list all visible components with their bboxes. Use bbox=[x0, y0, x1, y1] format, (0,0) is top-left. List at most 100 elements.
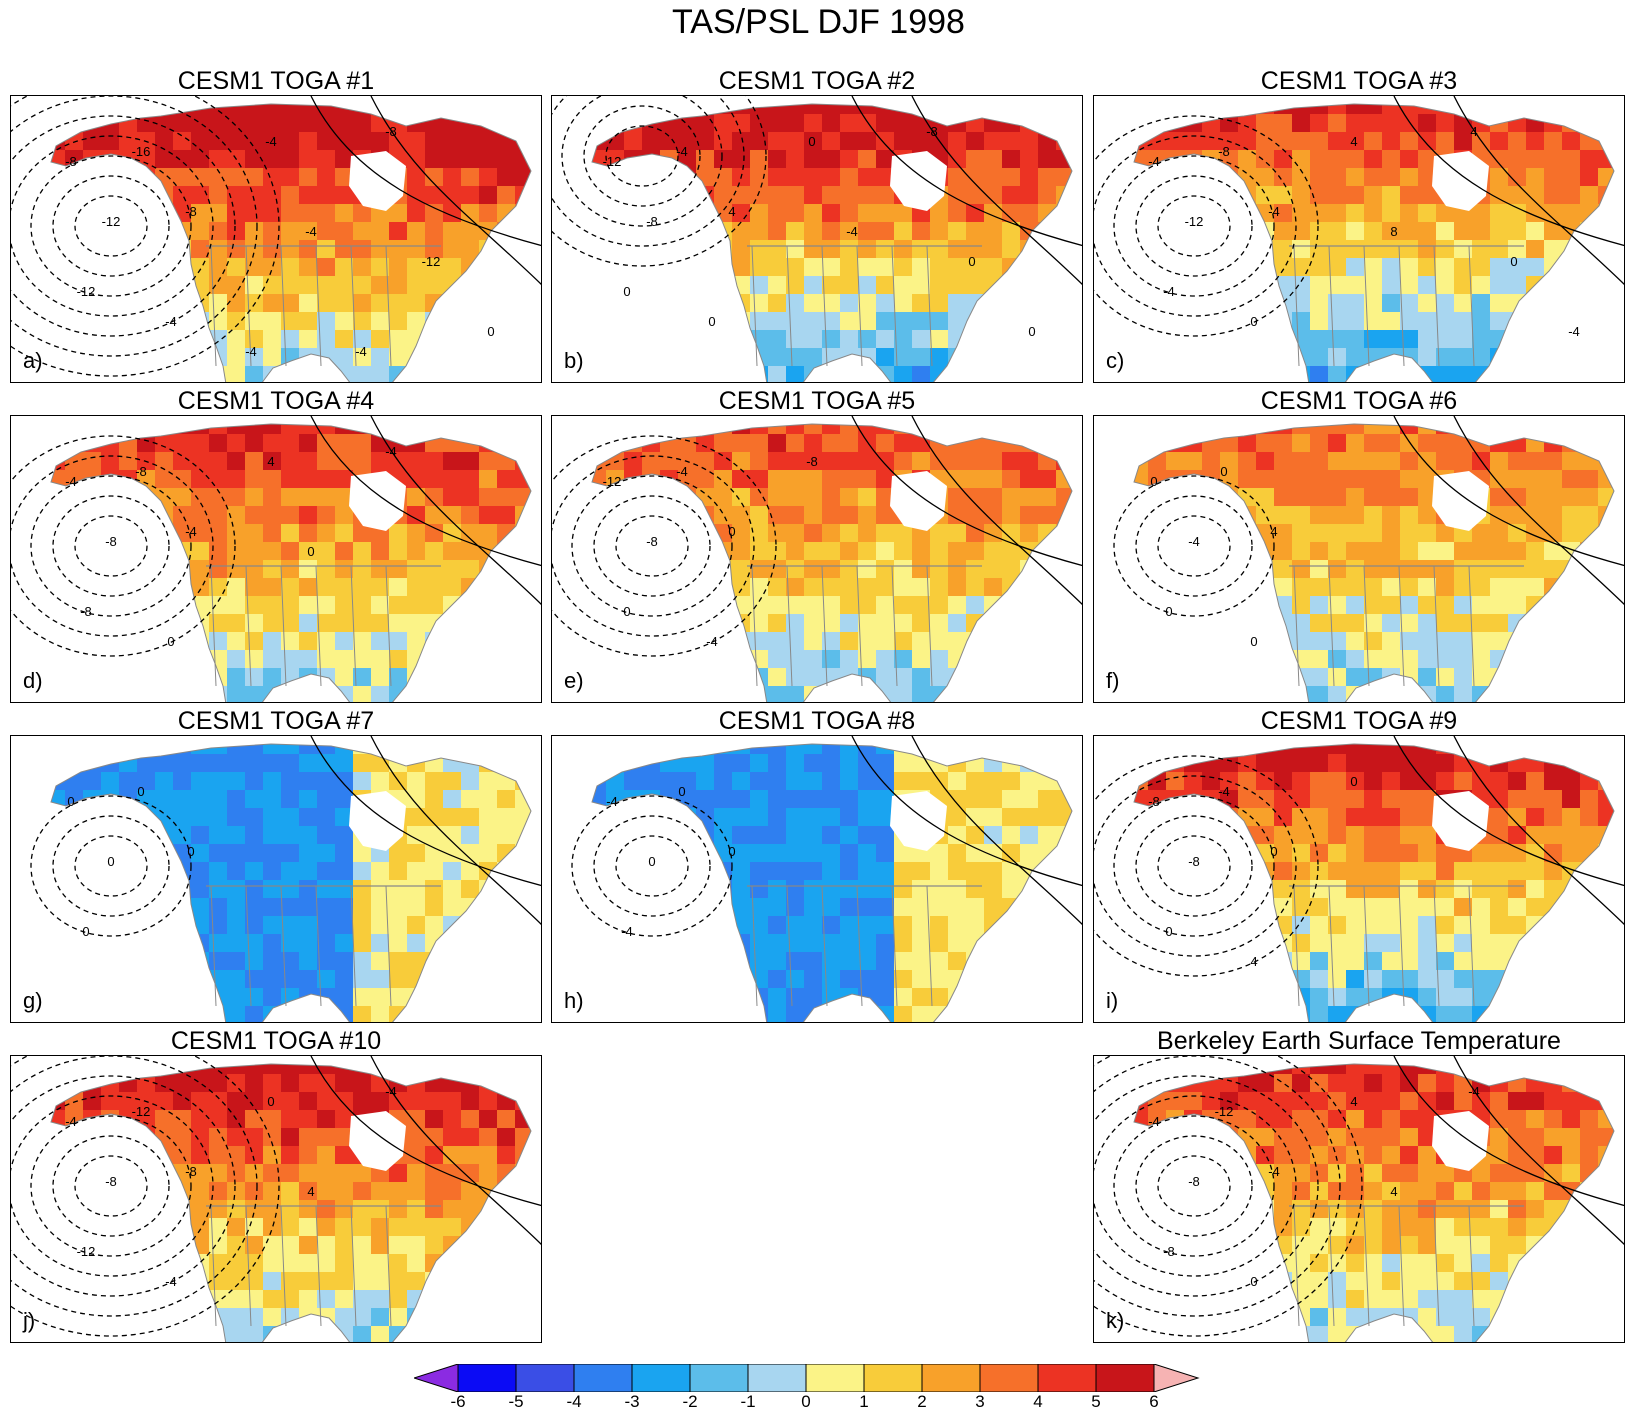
temperature-cell bbox=[335, 1064, 354, 1075]
temperature-cell bbox=[822, 542, 841, 561]
temperature-cell bbox=[1310, 222, 1329, 241]
temperature-cell bbox=[1020, 348, 1039, 367]
temperature-cell bbox=[11, 1218, 30, 1237]
temperature-cell bbox=[227, 686, 246, 702]
temperature-cell bbox=[389, 934, 408, 953]
temperature-cell bbox=[263, 1236, 282, 1255]
temperature-cell bbox=[552, 578, 571, 597]
temperature-cell bbox=[425, 632, 444, 651]
temperature-cell bbox=[876, 790, 895, 809]
temperature-cell bbox=[894, 524, 913, 543]
temperature-cell bbox=[479, 168, 498, 187]
temperature-cell bbox=[642, 754, 661, 773]
temperature-cell bbox=[804, 114, 823, 133]
temperature-cell bbox=[1346, 488, 1365, 507]
temperature-cell bbox=[1310, 452, 1329, 471]
temperature-cell bbox=[1310, 312, 1329, 331]
temperature-cell bbox=[1346, 970, 1365, 989]
state-border bbox=[1328, 245, 1335, 367]
temperature-cell bbox=[1526, 114, 1545, 133]
temperature-cell bbox=[732, 186, 751, 205]
temperature-cell bbox=[1094, 772, 1113, 791]
temperature-cell bbox=[750, 506, 769, 525]
temperature-cell bbox=[1364, 114, 1383, 133]
temperature-cell bbox=[533, 736, 542, 755]
state-border bbox=[350, 565, 357, 687]
temperature-cell bbox=[732, 934, 751, 953]
temperature-cell bbox=[768, 668, 787, 687]
temperature-cell bbox=[1562, 424, 1581, 435]
temperature-cell bbox=[894, 650, 913, 669]
temperature-cell bbox=[894, 452, 913, 471]
temperature-cell bbox=[1238, 790, 1257, 809]
temperature-cell bbox=[1382, 104, 1401, 115]
temperature-cell bbox=[1526, 1006, 1545, 1022]
temperature-cell bbox=[1544, 524, 1563, 543]
temperature-cell bbox=[552, 132, 571, 151]
temperature-cell bbox=[1562, 934, 1581, 953]
temperature-cell bbox=[137, 614, 156, 633]
temperature-cell bbox=[1238, 104, 1257, 115]
temperature-cell bbox=[678, 754, 697, 773]
temperature-cell bbox=[822, 754, 841, 773]
temperature-cell bbox=[1346, 186, 1365, 205]
temperature-cell bbox=[65, 578, 84, 597]
temperature-cell bbox=[1436, 240, 1455, 259]
temperature-cell bbox=[533, 434, 542, 453]
temperature-cell bbox=[29, 772, 48, 791]
temperature-cell bbox=[479, 844, 498, 863]
temperature-cell bbox=[1056, 744, 1072, 755]
temperature-cell bbox=[984, 240, 1003, 259]
temperature-cell bbox=[714, 348, 733, 367]
contour-label: 0 bbox=[82, 924, 89, 939]
temperature-cell bbox=[299, 168, 318, 187]
temperature-cell bbox=[479, 488, 498, 507]
temperature-cell bbox=[51, 808, 66, 827]
temperature-cell bbox=[497, 754, 516, 773]
temperature-cell bbox=[1400, 366, 1419, 382]
temperature-cell bbox=[1148, 826, 1167, 845]
temperature-cell bbox=[245, 650, 264, 669]
temperature-cell bbox=[1094, 844, 1113, 863]
temperature-cell bbox=[497, 1272, 516, 1291]
temperature-cell bbox=[1472, 560, 1491, 579]
temperature-cell bbox=[966, 632, 985, 651]
panel-title: CESM1 TOGA #5 bbox=[718, 387, 916, 415]
temperature-cell bbox=[1056, 104, 1072, 115]
temperature-cell bbox=[1616, 204, 1625, 223]
temperature-cell bbox=[1544, 132, 1563, 151]
temperature-cell bbox=[912, 686, 931, 702]
temperature-cell bbox=[1020, 1006, 1039, 1022]
temperature-cell bbox=[1508, 578, 1527, 597]
temperature-cell bbox=[479, 808, 498, 827]
temperature-cell bbox=[335, 330, 354, 349]
temperature-cell bbox=[83, 1128, 102, 1147]
temperature-cell bbox=[1418, 186, 1437, 205]
temperature-cell bbox=[425, 862, 444, 881]
temperature-cell bbox=[642, 808, 661, 827]
temperature-cell bbox=[263, 650, 282, 669]
state-border bbox=[210, 245, 217, 367]
temperature-cell bbox=[1454, 240, 1473, 259]
temperature-cell bbox=[1490, 560, 1509, 579]
temperature-cell bbox=[732, 258, 751, 277]
temperature-cell bbox=[11, 258, 30, 277]
temperature-cell bbox=[425, 808, 444, 827]
temperature-cell bbox=[1238, 754, 1257, 773]
panel-letter: a) bbox=[23, 348, 43, 373]
temperature-cell bbox=[642, 898, 661, 917]
temperature-cell bbox=[678, 132, 697, 151]
temperature-cell bbox=[443, 596, 462, 615]
temperature-cell bbox=[389, 844, 408, 863]
temperature-cell bbox=[425, 330, 444, 349]
temperature-cell bbox=[245, 470, 264, 489]
temperature-cell bbox=[1472, 952, 1491, 971]
temperature-cell bbox=[1274, 772, 1293, 791]
temperature-cell bbox=[1020, 808, 1039, 827]
temperature-cell bbox=[317, 596, 336, 615]
temperature-cell bbox=[570, 416, 589, 435]
temperature-cell bbox=[804, 104, 823, 115]
temperature-cell bbox=[804, 330, 823, 349]
temperature-cell bbox=[1616, 650, 1625, 669]
temperature-cell bbox=[1418, 826, 1437, 845]
